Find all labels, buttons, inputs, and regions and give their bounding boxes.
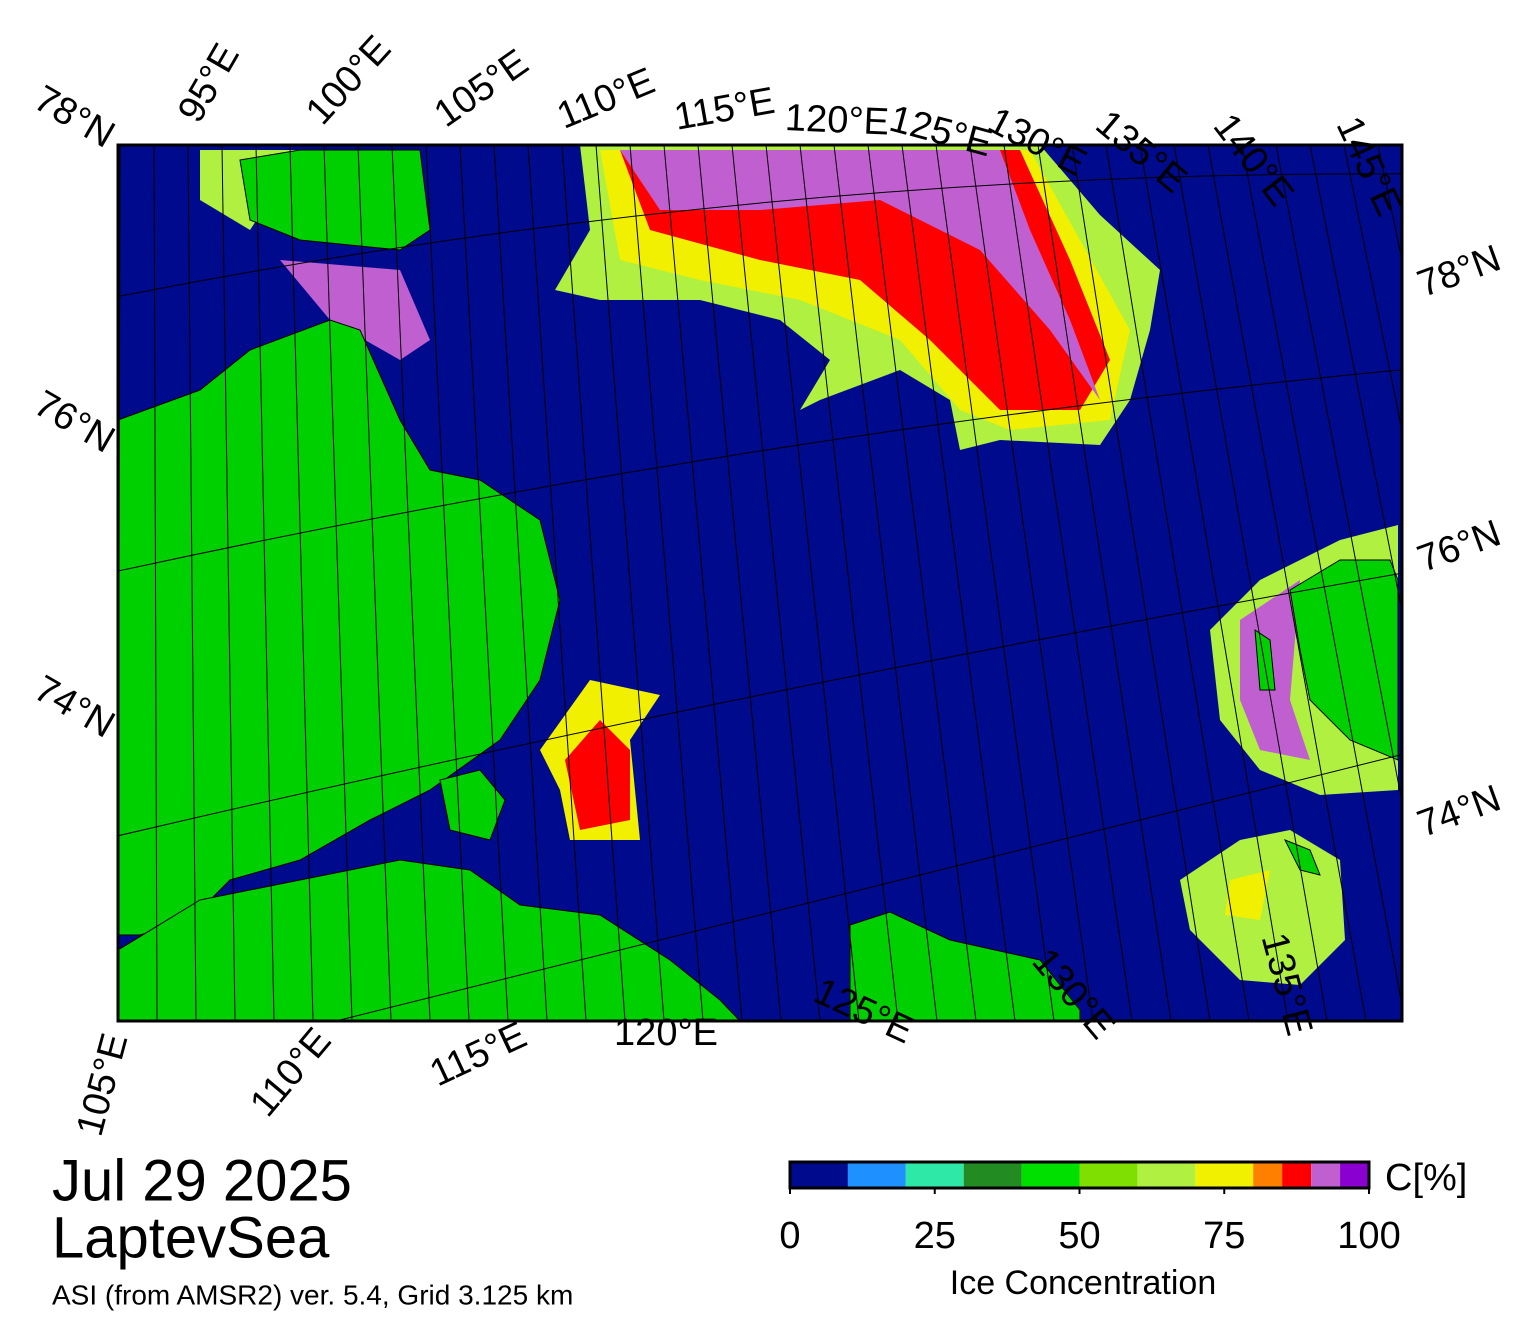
meridian (1309, 145, 1402, 614)
meridian (1343, 145, 1402, 433)
meridian (935, 145, 1055, 1021)
coordinate-label: 74°N (27, 668, 122, 747)
meridian (799, 145, 899, 1021)
meridian (527, 145, 587, 1021)
coordinate-label: 78°N (27, 78, 122, 157)
coordinate-label: 115°E (424, 1014, 533, 1095)
coordinate-label: 120°E (614, 1012, 718, 1054)
meridian (425, 145, 470, 1021)
meridian (357, 145, 392, 1021)
date: Jul 29 2025 (52, 1148, 352, 1213)
meridian (697, 145, 782, 1021)
coordinate-label: 74°N (1412, 777, 1506, 846)
meridian (1207, 145, 1367, 1021)
parallel (333, 753, 1402, 1021)
colorbar-segment (1340, 1162, 1369, 1188)
coordinate-label: 110°E (242, 1020, 339, 1124)
meridian (595, 145, 665, 1021)
coordinate-label: 76°N (1412, 512, 1506, 581)
coordinate-label: 76°N (27, 383, 122, 462)
meridian (221, 145, 236, 1021)
meridian (391, 145, 431, 1021)
coordinate-label: 105°E (69, 1029, 136, 1140)
colorbar-segment (790, 1162, 848, 1188)
meridian (1275, 145, 1402, 805)
meridian (459, 145, 509, 1021)
colorbar-tick-label: 50 (1058, 1215, 1100, 1257)
colorbar-segment (1021, 1162, 1080, 1188)
meridian (663, 145, 743, 1021)
colorbar-tick-label: 100 (1337, 1215, 1400, 1257)
meridian (1037, 145, 1172, 1021)
parallel (118, 369, 1402, 572)
map-frame (116, 143, 1404, 1023)
meridian (1105, 145, 1250, 1021)
meridian (561, 145, 626, 1021)
colorbar-segment (1282, 1162, 1312, 1188)
meridian (493, 145, 548, 1021)
coordinate-label: 95°E (170, 37, 248, 130)
meridian (765, 145, 860, 1021)
coordinate-label: 115°E (671, 80, 778, 139)
meridian (731, 145, 821, 1021)
coordinate-label: 78°N (1412, 237, 1506, 306)
region: LaptevSea (52, 1205, 330, 1270)
parallel (118, 572, 1402, 837)
colorbar-segment (847, 1162, 906, 1188)
meridian (1139, 145, 1289, 1021)
parallel (118, 173, 1402, 297)
meridian (867, 145, 977, 1021)
colorbar-segment (905, 1162, 964, 1188)
colorbar-unit: C[%] (1385, 1157, 1467, 1199)
meridian (969, 145, 1094, 1021)
meridian (1003, 145, 1133, 1021)
meridian (833, 145, 938, 1021)
ice (200, 145, 1398, 985)
coordinate-label: 110°E (551, 60, 661, 138)
meridian (901, 145, 1016, 1021)
meridian (323, 145, 353, 1021)
meridian (153, 145, 158, 1021)
coordinate-label: 105°E (427, 42, 536, 136)
meridian (1173, 145, 1328, 1021)
colorbar-segment (1195, 1162, 1254, 1188)
meridian (629, 145, 704, 1021)
meridian (289, 145, 314, 1021)
colorbar-tick-label: 75 (1203, 1215, 1245, 1257)
meridian (1241, 145, 1402, 1008)
meridian (187, 145, 197, 1021)
source-note: ASI (from AMSR2) ver. 5.4, Grid 3.125 km (52, 1279, 573, 1310)
meridian (1071, 145, 1211, 1021)
colorbar-segment (963, 1162, 1022, 1188)
colorbar-segment (1311, 1162, 1341, 1188)
meridian (255, 145, 275, 1021)
colorbar-label: Ice Concentration (950, 1264, 1217, 1302)
graticule (118, 145, 1402, 1021)
colorbar-segment (1137, 1162, 1196, 1188)
colorbar-segment (1079, 1162, 1138, 1188)
colorbar-tick-label: 25 (914, 1215, 956, 1257)
map-area (118, 145, 1402, 1021)
coordinate-label: 100°E (298, 28, 399, 133)
coordinate-label: 120°E (784, 97, 890, 143)
colorbar-segment (1253, 1162, 1283, 1188)
colorbar-tick-label: 0 (779, 1215, 800, 1257)
